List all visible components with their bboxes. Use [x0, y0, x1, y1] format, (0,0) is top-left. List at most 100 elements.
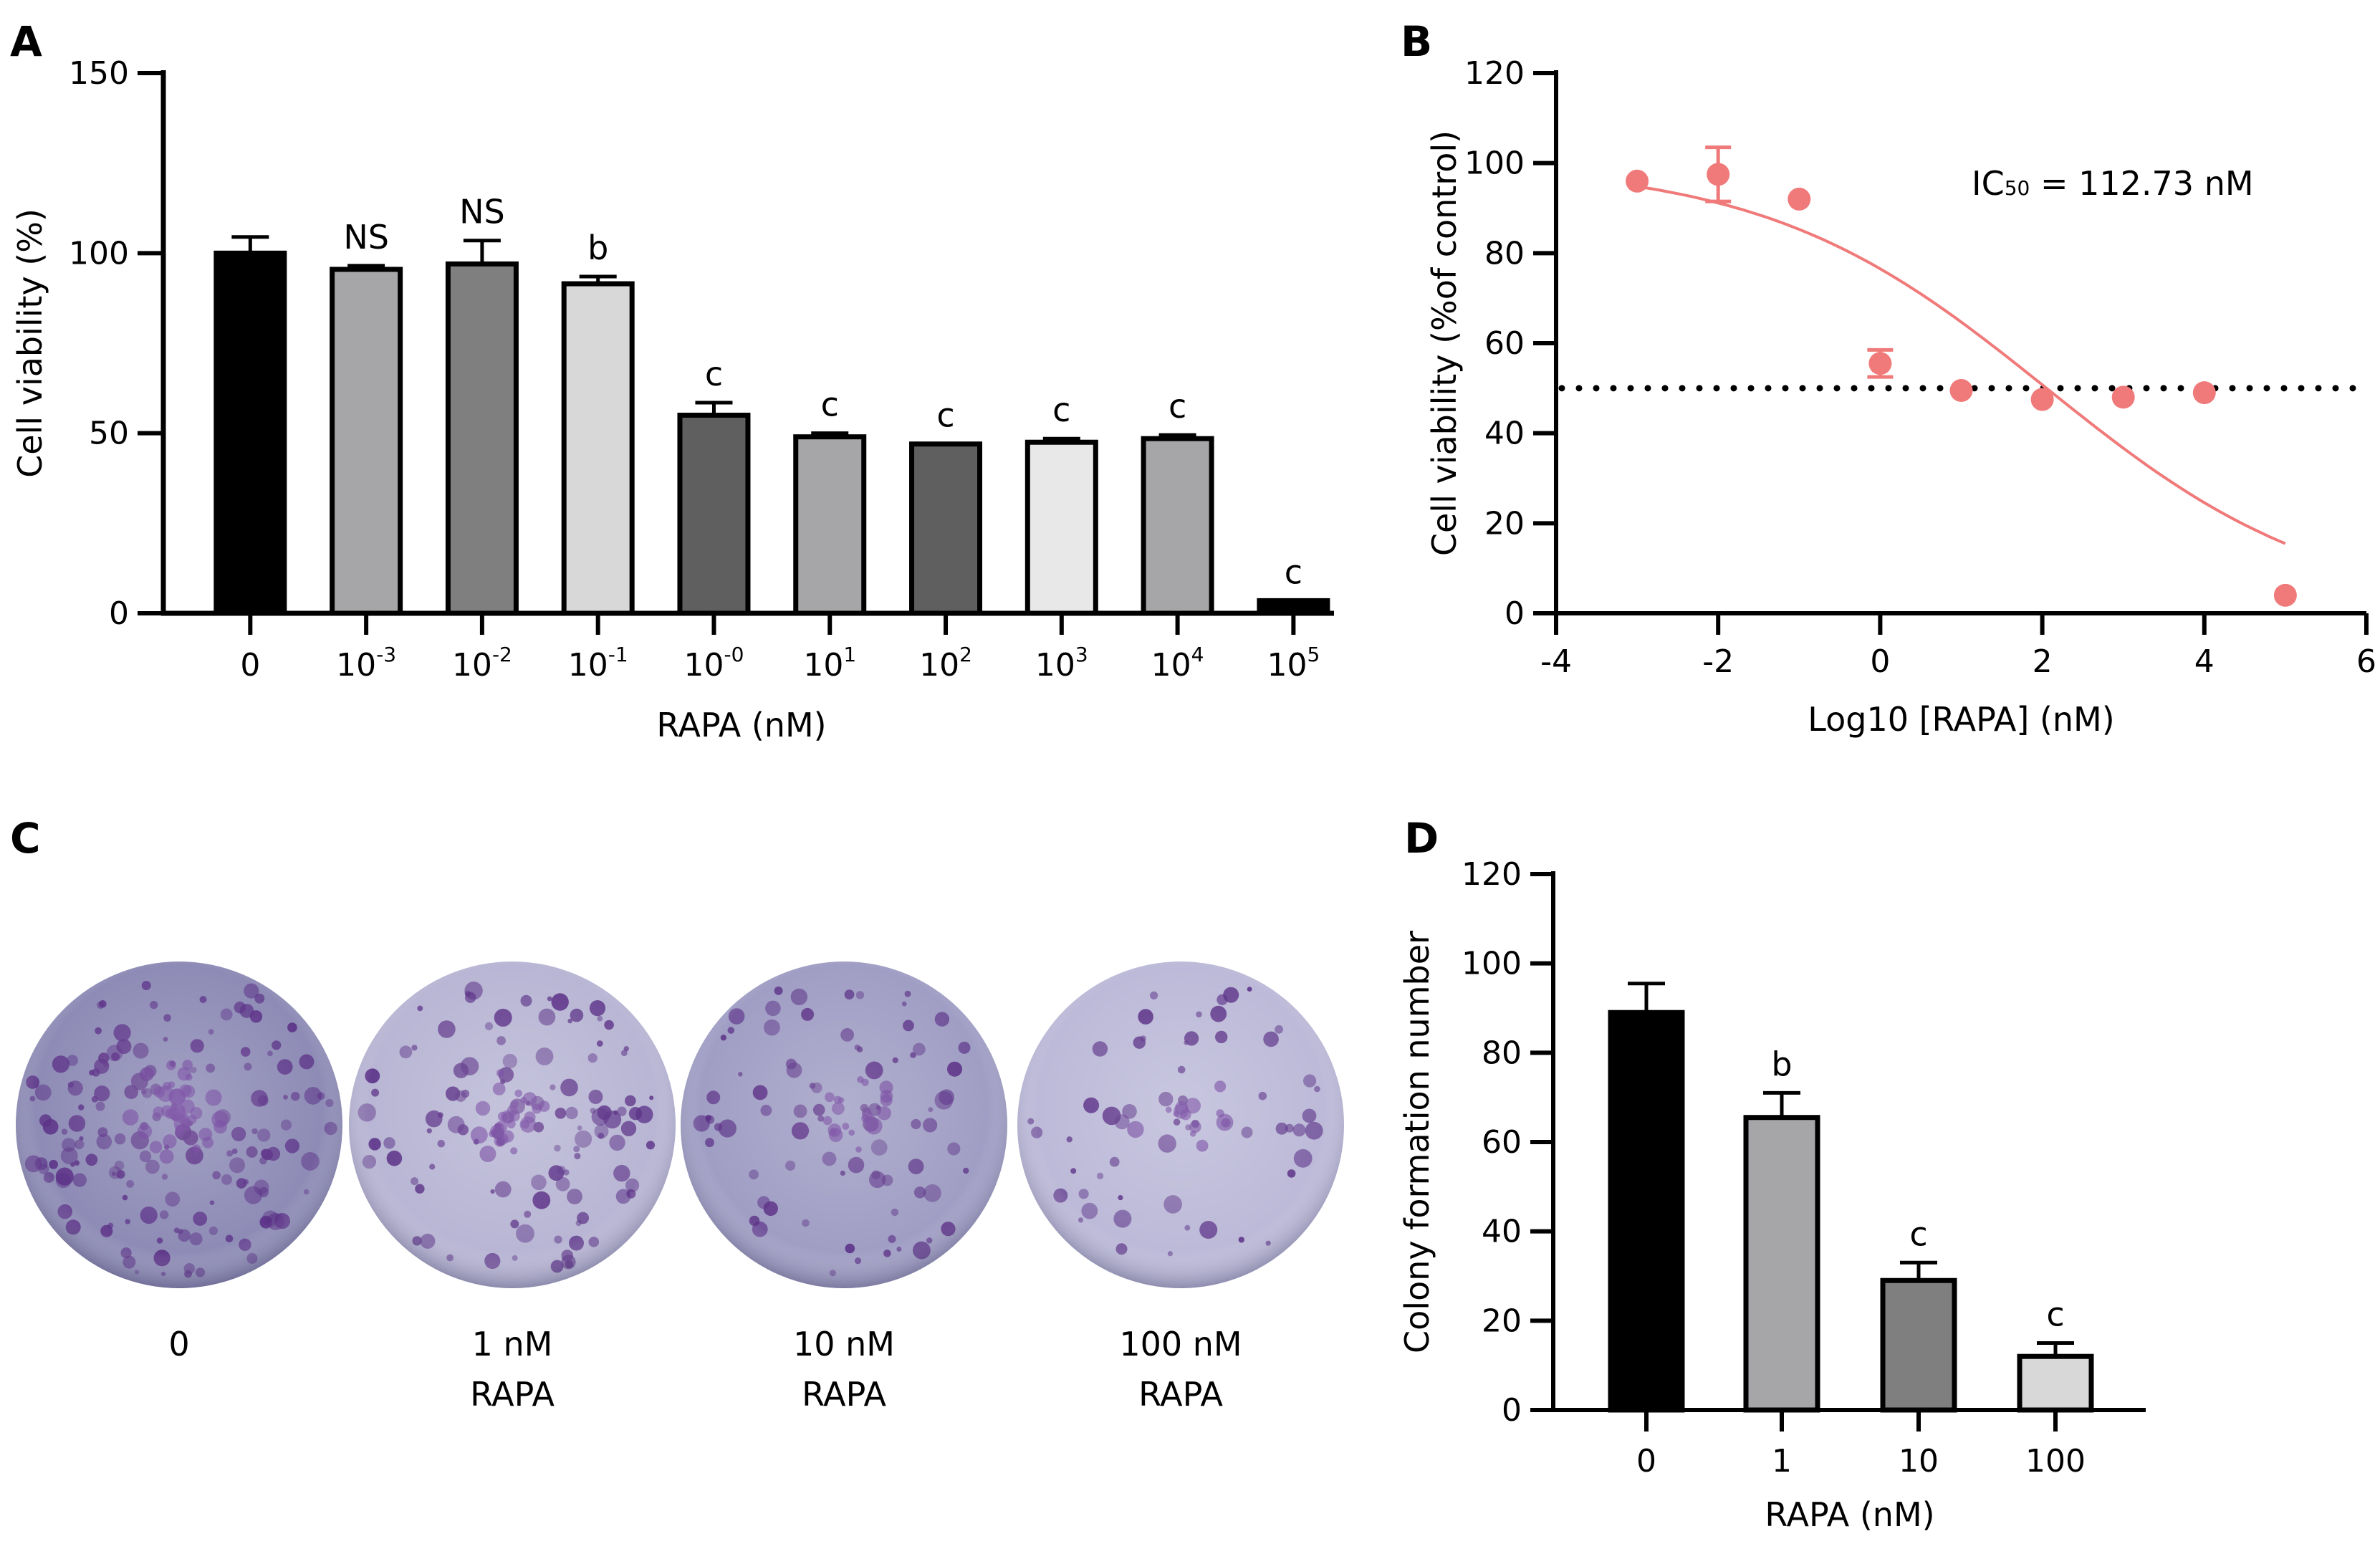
dish-shading: [681, 961, 1007, 1288]
y-tick-label: 100: [69, 235, 129, 272]
dish-shading: [349, 961, 676, 1288]
significance-label: c: [705, 355, 723, 393]
y-tick-label: 0: [1505, 595, 1525, 632]
x-axis-label: RAPA (nM): [656, 706, 826, 744]
x-tick-label: 0: [240, 647, 260, 684]
data-point: [2030, 388, 2054, 411]
data-point: [2111, 385, 2135, 409]
bar: [1880, 1277, 1957, 1413]
significance-label: c: [1285, 552, 1302, 591]
x-tick-label: -4: [1540, 643, 1572, 680]
y-tick-label: 60: [1482, 1124, 1522, 1161]
y-tick-label: 80: [1484, 235, 1525, 272]
x-tick-label: 102: [919, 643, 972, 684]
chart-d-bar-chart: 0 20 40 60 80 100 120 0 1 b 10 c 100 c RAPA (nM) Colony…: [1398, 856, 2146, 1534]
x-tick-label: 6: [2356, 643, 2376, 680]
y-tick-label: 100: [1462, 946, 1522, 982]
chart-a-bar-chart: 0 50 100 150 0 10-3 NS 10-2 NS 10-1 b 10-0 c 101 c 102 c…: [11, 55, 1334, 744]
dish-shading: [1017, 961, 1344, 1288]
bar: [330, 267, 403, 616]
significance-label: b: [1771, 1045, 1792, 1083]
y-tick-label: 80: [1482, 1035, 1522, 1071]
significance-label: c: [1169, 387, 1186, 426]
bar: [2017, 1353, 2094, 1413]
ic50-annotation: IC50 = 112.73 nM: [1972, 164, 2254, 203]
dish-shading: [16, 961, 342, 1288]
dish-label: RAPA: [802, 1375, 886, 1414]
significance-label: NS: [343, 218, 389, 256]
panel-label-c: C: [10, 814, 41, 863]
x-tick-label: 104: [1151, 643, 1204, 684]
data-point: [2273, 583, 2297, 607]
panel-label-b: B: [1401, 17, 1432, 66]
y-tick-label: 120: [1462, 856, 1522, 893]
x-axis-label: Log10 [RAPA] (nM): [1808, 700, 2114, 739]
bar: [909, 441, 983, 616]
data-point: [1707, 163, 1730, 186]
x-tick-label: 1: [1772, 1443, 1792, 1480]
significance-label: c: [2046, 1295, 2064, 1334]
y-axis-label: Colony formation number: [1398, 931, 1436, 1353]
x-tick-label: 10-2: [452, 643, 512, 684]
significance-label: c: [936, 396, 954, 435]
significance-label: c: [1052, 390, 1070, 429]
x-tick-label: 10-1: [568, 643, 628, 684]
x-tick-label: 0: [1870, 643, 1890, 680]
data-point: [1949, 378, 1973, 402]
data-point: [1868, 352, 1892, 375]
y-tick-label: 40: [1482, 1214, 1522, 1250]
bar: [1257, 598, 1330, 616]
x-tick-label: 10-3: [336, 643, 396, 684]
x-tick-label: 105: [1267, 643, 1320, 684]
dish-label: 100 nM: [1119, 1325, 1242, 1363]
x-tick-label: -2: [1702, 643, 1734, 680]
bar: [1025, 439, 1098, 616]
bar: [445, 261, 519, 616]
y-tick-label: 20: [1484, 505, 1525, 542]
x-axis-label: RAPA (nM): [1765, 1495, 1934, 1534]
x-tick-label: 2: [2033, 643, 2053, 680]
y-tick-label: 100: [1464, 145, 1525, 182]
panel-c-colony-dishes: 0 1 nM RAPA 10 nM RAPA 100 nM RAPA: [16, 961, 1344, 1414]
y-tick-label: 120: [1464, 55, 1525, 92]
data-point: [1788, 187, 1811, 211]
bar: [677, 413, 751, 616]
significance-label: c: [1909, 1214, 1927, 1253]
panel-label-a: A: [10, 17, 42, 66]
bar: [793, 434, 867, 616]
dish-label: RAPA: [470, 1375, 555, 1414]
x-tick-label: 0: [1636, 1443, 1656, 1480]
x-tick-label: 10: [1899, 1443, 1939, 1480]
y-tick-label: 50: [89, 416, 129, 452]
bar: [213, 250, 287, 616]
y-tick-label: 0: [109, 595, 129, 632]
y-tick-label: 40: [1484, 416, 1525, 452]
y-tick-label: 150: [69, 55, 129, 92]
significance-label: c: [821, 385, 839, 424]
panel-label-d: D: [1404, 814, 1439, 863]
y-axis-label: Cell viability (%): [11, 208, 49, 478]
x-tick-label: 101: [803, 643, 856, 684]
y-tick-label: 0: [1502, 1392, 1522, 1429]
dish-label: RAPA: [1138, 1375, 1223, 1414]
bar: [561, 281, 635, 616]
dish-label: 0: [168, 1325, 189, 1363]
y-tick-label: 60: [1484, 325, 1525, 362]
x-tick-label: 10-0: [684, 643, 744, 684]
bar: [1743, 1115, 1820, 1413]
significance-label: b: [587, 229, 608, 267]
y-tick-label: 20: [1482, 1303, 1522, 1339]
fit-curve: [1636, 185, 2286, 545]
significance-label: NS: [459, 193, 505, 231]
x-tick-label: 103: [1035, 643, 1088, 684]
dish-label: 1 nM: [472, 1325, 553, 1363]
dish-label: 10 nM: [793, 1325, 895, 1363]
bar: [1141, 436, 1214, 616]
x-tick-label: 4: [2194, 643, 2215, 680]
data-point: [2192, 381, 2216, 405]
x-tick-label: 100: [2025, 1443, 2086, 1480]
chart-b-dose-response: 0 20 40 60 80 100 120 -4 -2 0 2 4 6 IC50 = 112.73 nM L…: [1425, 55, 2376, 739]
data-point: [1626, 169, 1649, 193]
bar: [1608, 1010, 1685, 1413]
